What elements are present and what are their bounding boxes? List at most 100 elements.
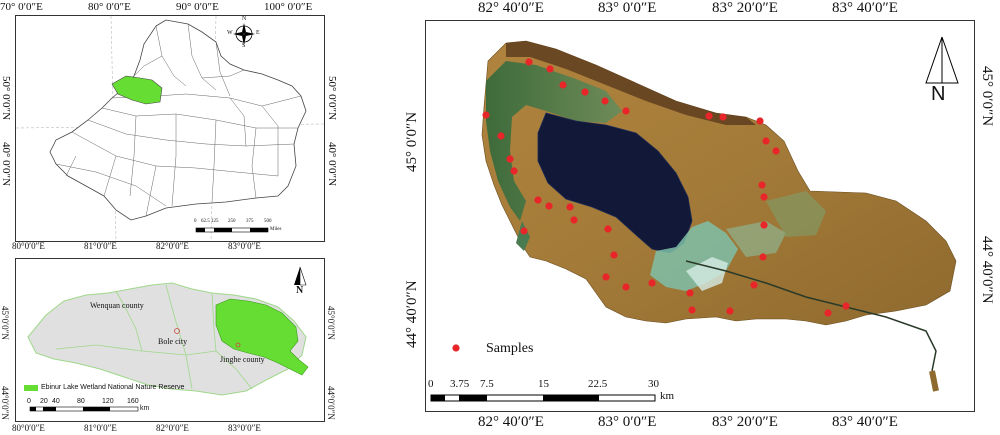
sample-point <box>758 181 766 189</box>
xinjiang-outline <box>49 19 307 221</box>
sample-point <box>566 203 574 211</box>
sample-point <box>570 216 578 224</box>
lon-label-bottom: 83° 40′0″E <box>832 414 898 430</box>
compass-letter-e: E <box>256 30 260 36</box>
overview-map-panel: N E S W 0 62.5 125 250 375 500 Miles <box>15 15 325 242</box>
lon-label-top: 90° 0′0″E <box>176 1 219 13</box>
region-scale-bar <box>29 406 139 412</box>
scale-tick: 500 <box>264 219 272 224</box>
lat-label-right: 40° 0′0″N <box>326 142 338 187</box>
lon-label-bottom: 80°0′0″E <box>12 423 45 433</box>
sample-point <box>559 81 567 89</box>
scale-tick: 20 <box>40 398 48 405</box>
sample-point <box>622 107 630 115</box>
lat-label-right: 50° 0′0″N <box>326 76 338 121</box>
scale-unit: km <box>140 405 150 412</box>
scale-tick: 7.5 <box>480 378 494 390</box>
north-arrow-icon <box>294 266 307 286</box>
sample-point <box>506 155 514 163</box>
sample-point <box>688 306 696 314</box>
lon-label-bottom: 82° 40′0″E <box>478 414 544 430</box>
sample-point <box>648 279 656 287</box>
compass-letter-n: N <box>242 16 247 22</box>
scale-tick: 40 <box>52 398 60 405</box>
scale-unit: km <box>660 390 675 402</box>
lat-label-right: 45°0′0″N <box>326 306 336 340</box>
sample-point <box>760 221 768 229</box>
scale-tick: 160 <box>127 398 139 405</box>
lon-label-top: 82°0′0″E <box>156 241 189 251</box>
sample-point <box>510 167 518 175</box>
scale-tick: 125 <box>211 219 219 224</box>
scale-tick: 15 <box>538 378 549 390</box>
sample-point <box>750 281 758 289</box>
sample-point <box>601 97 609 105</box>
lat-label-left: 45° 0′0″N <box>404 111 420 172</box>
north-letter: N <box>296 285 304 296</box>
scale-tick: 0 <box>428 378 434 390</box>
north-arrow-icon <box>925 36 959 84</box>
legend-samples-label: Samples <box>486 341 534 356</box>
lon-label-top: 82° 40′0″E <box>478 0 544 16</box>
sample-points <box>452 58 850 352</box>
lon-label-top: 83°0′0″E <box>228 241 261 251</box>
lon-label-top: 81°0′0″E <box>84 241 117 251</box>
sample-point <box>686 289 694 297</box>
study-area-map-panel: N Samples 0 3.75 7.5 15 22.5 30 km <box>425 20 975 412</box>
overview-map <box>15 15 325 242</box>
lat-label-left: 50° 0′0″N <box>0 76 12 121</box>
scale-tick: 80 <box>77 398 85 405</box>
scale-tick: 62.5 <box>201 219 210 224</box>
lon-label-bottom: 81°0′0″E <box>84 423 117 433</box>
lat-label-left: 44°0′0″N <box>0 386 10 420</box>
lon-label-top: 70° 0′0″E <box>0 1 43 13</box>
compass-letter-s: S <box>242 43 246 49</box>
sample-point <box>622 283 630 291</box>
lon-label-bottom: 82°0′0″E <box>156 423 189 433</box>
sample-point <box>520 227 528 235</box>
sample-point <box>546 65 554 73</box>
lon-label-top: 80° 0′0″E <box>88 1 131 13</box>
lat-label-right: 45° 0′0″N <box>979 66 995 127</box>
region-map-panel: N Wenquan county Bole city Jinghe county… <box>15 258 325 422</box>
sample-point <box>772 147 780 155</box>
lon-label-top: 83° 40′0″E <box>832 0 898 16</box>
compass-letter-w: W <box>227 30 233 36</box>
sample-point <box>581 88 589 96</box>
sample-point <box>762 137 770 145</box>
study-area-map <box>430 36 959 402</box>
main-scale-bar <box>430 394 656 402</box>
overview-scale-bar <box>195 227 269 233</box>
scale-tick: 0 <box>194 219 197 224</box>
place-wenquan: Wenquan county <box>90 301 144 310</box>
sample-point <box>705 112 713 120</box>
scale-tick: 22.5 <box>588 378 608 390</box>
sample-point <box>604 225 612 233</box>
sample-point <box>760 193 768 201</box>
sample-point <box>545 202 553 210</box>
lat-label-right: 44° 40′0″N <box>979 236 995 304</box>
sample-point <box>602 273 610 281</box>
scale-tick: 0 <box>27 398 31 405</box>
region-map <box>24 266 309 412</box>
compass-rose-icon <box>233 23 255 45</box>
lon-label-top: 100° 0′0″E <box>264 1 313 13</box>
sample-point <box>525 58 533 66</box>
sample-point <box>497 132 505 140</box>
scale-tick: 30 <box>648 378 659 390</box>
sample-point <box>719 113 727 121</box>
lon-label-bottom: 83° 0′0″E <box>598 414 657 430</box>
scale-tick: 250 <box>228 219 236 224</box>
lon-label-top: 83° 0′0″E <box>598 0 657 16</box>
lat-label-left: 45°0′0″N <box>0 306 10 340</box>
reserve-highlight <box>111 75 163 105</box>
sample-point <box>756 117 764 125</box>
scale-unit: Miles <box>270 227 282 232</box>
place-jinghe: Jinghe county <box>220 355 265 364</box>
north-letter: N <box>931 83 946 105</box>
lat-label-left: 44° 40′0″N <box>404 280 420 348</box>
scale-tick: 3.75 <box>450 378 470 390</box>
scale-tick: 375 <box>246 219 254 224</box>
sample-point <box>824 309 832 317</box>
sample-point <box>726 307 734 315</box>
